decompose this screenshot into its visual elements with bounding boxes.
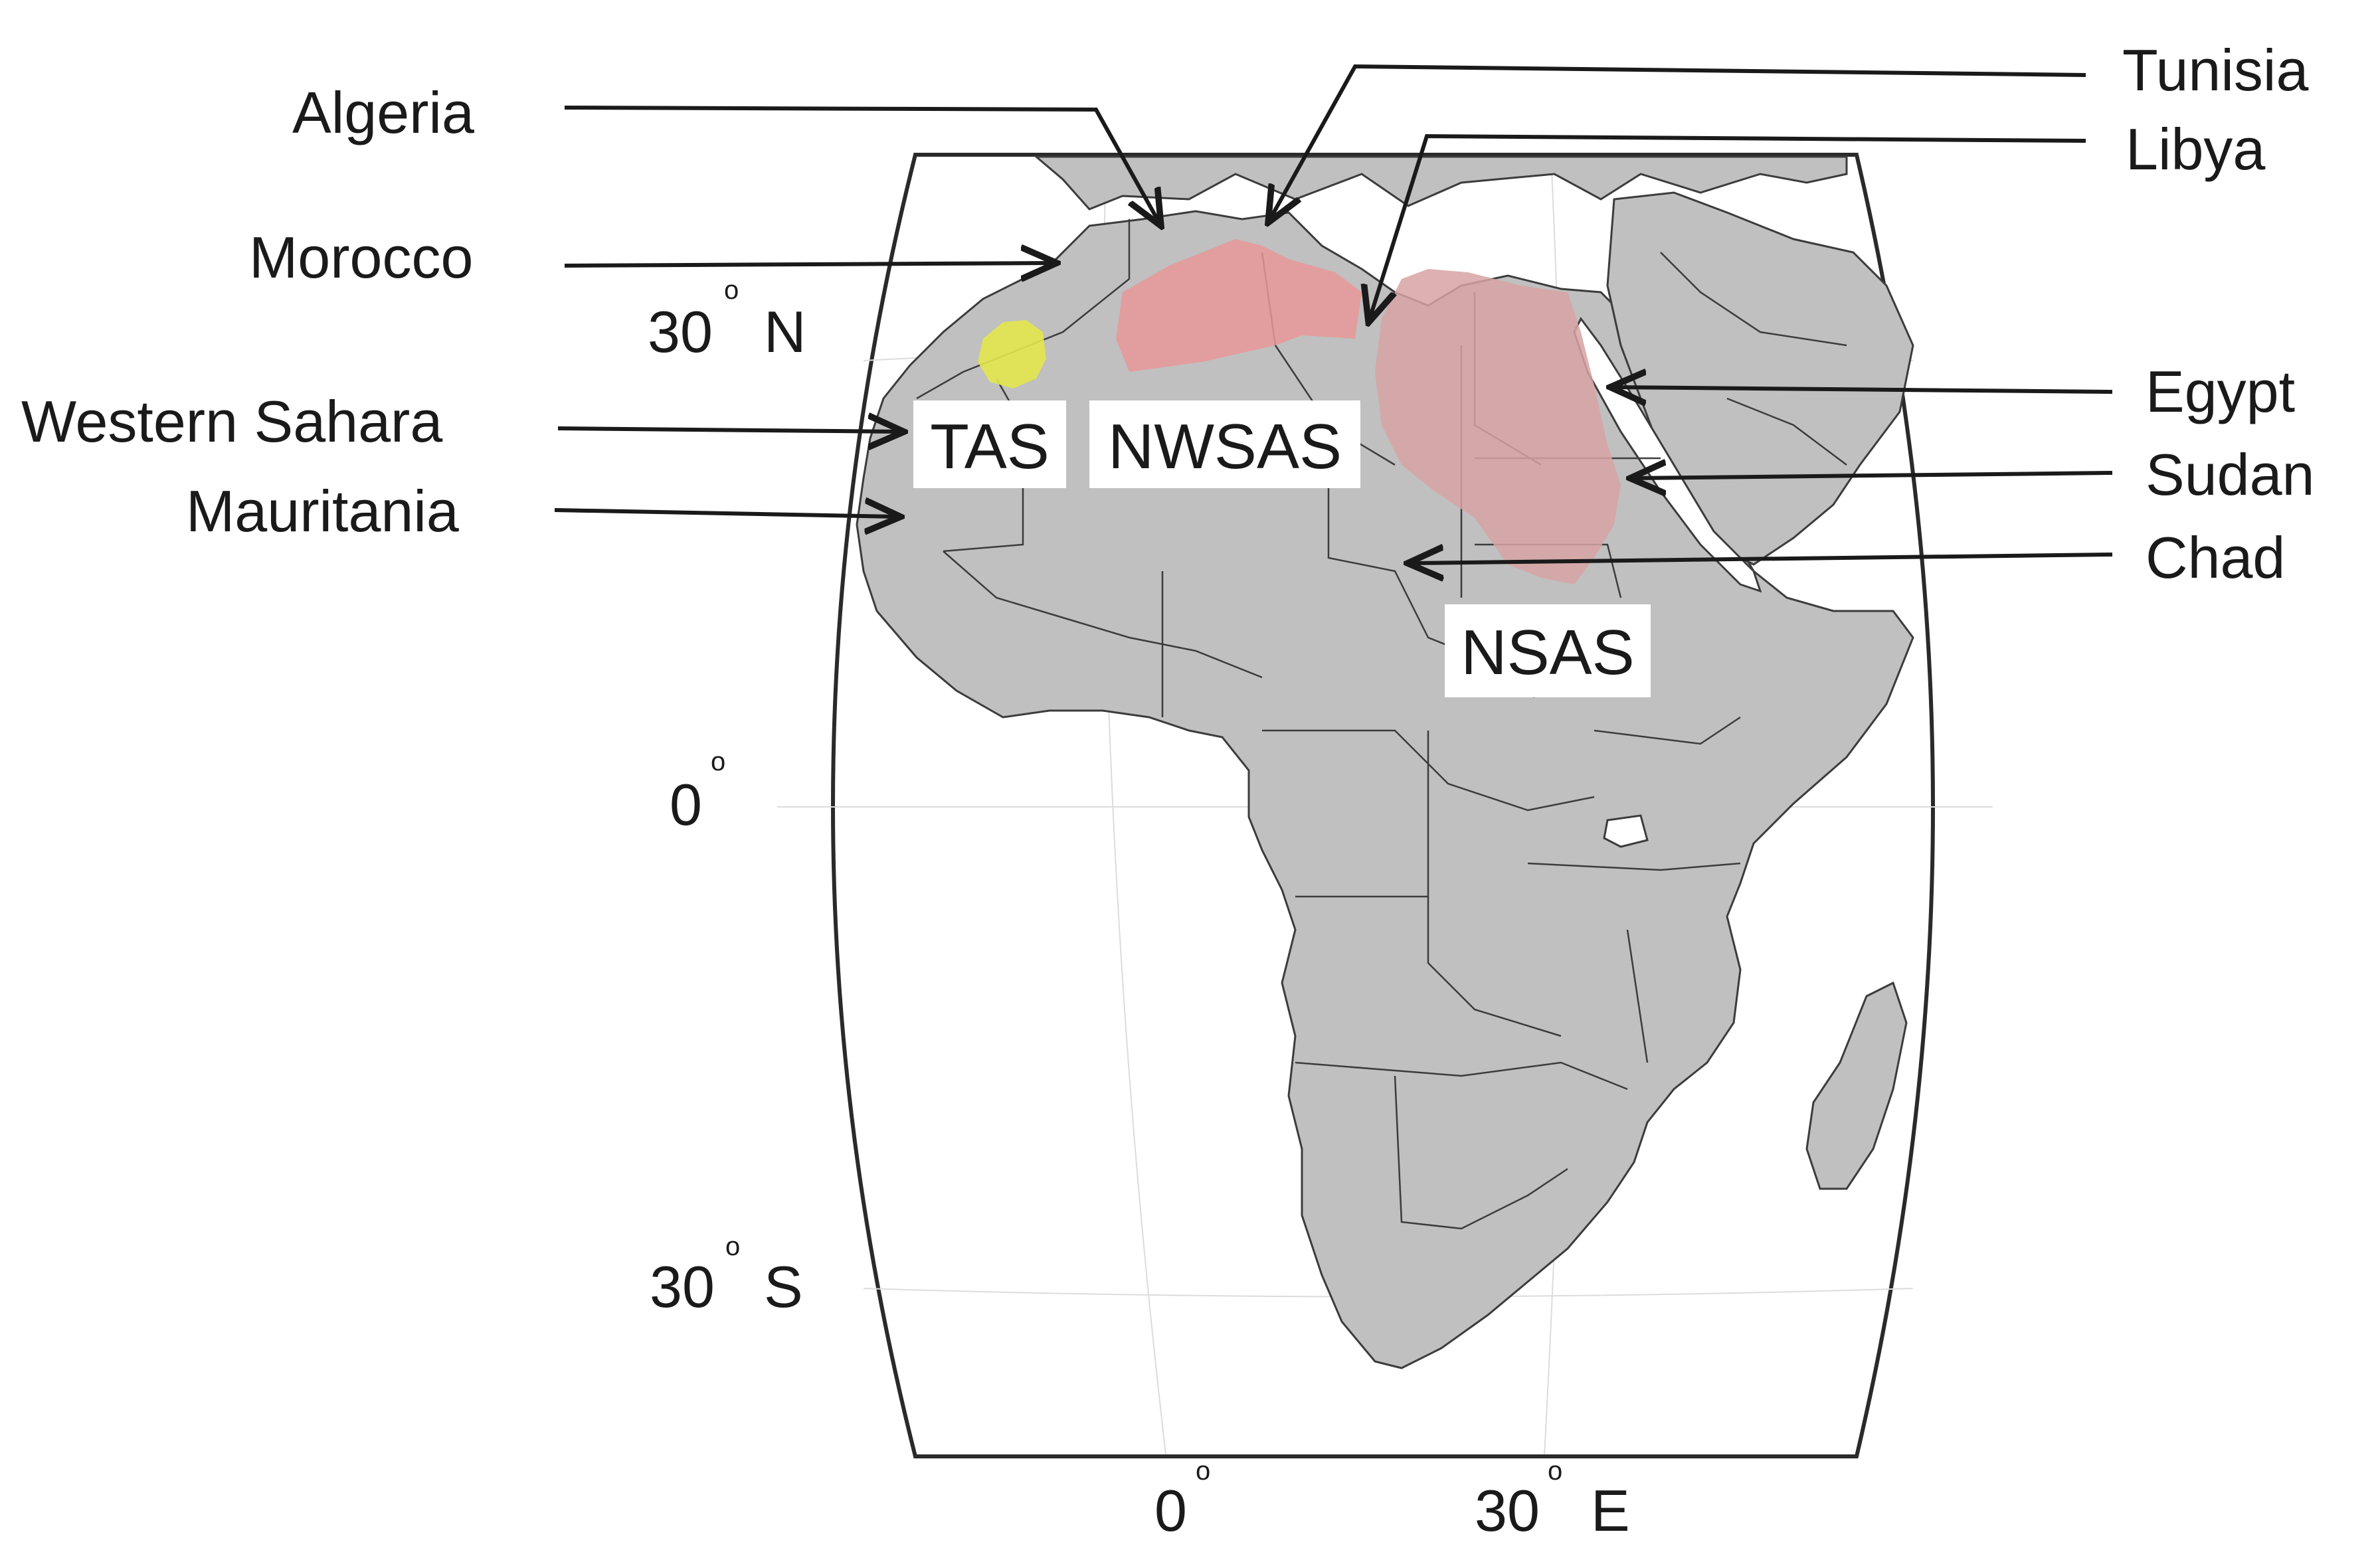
nwsas-label-box <box>1089 400 1360 488</box>
lat-0-value: 0 <box>670 772 702 837</box>
lat-30n-dir: N <box>764 299 806 365</box>
aquifer-labels: TAS NWSAS NSAS <box>913 400 1651 697</box>
sudan-arrow <box>1634 473 2113 478</box>
land <box>856 155 1914 1369</box>
aquifers <box>978 239 1621 584</box>
label-libya: Libya <box>2126 116 2265 182</box>
libya-arrow <box>1370 133 2086 319</box>
morocco-arrow <box>564 263 1053 266</box>
label-tunisia: Tunisia <box>2122 37 2308 103</box>
lat-30s-value: 30 <box>650 1254 715 1320</box>
nwsas-label: NWSAS <box>1108 411 1342 482</box>
lon-0-value: 0 <box>1154 1478 1187 1543</box>
egypt-arrow <box>1614 387 2113 392</box>
lat-0-degree: o <box>711 747 725 776</box>
lon-30e-dir: E <box>1591 1478 1630 1543</box>
country-labels: Algeria Morocco Western Sahara Mauritani… <box>21 37 2314 590</box>
lon-30e-value: 30 <box>1475 1478 1540 1543</box>
western-sahara-arrow <box>557 428 900 432</box>
graticule-labels: 30 o N 0 o 30 o S 0 o 30 o E <box>648 276 1630 1543</box>
mauritania-arrow <box>554 510 897 517</box>
tunisia-arrow <box>1270 64 2086 219</box>
algeria-arrow <box>564 106 1159 222</box>
tas-label: TAS <box>930 411 1050 482</box>
europe-land <box>1033 155 1848 211</box>
chad-arrow <box>1412 555 2113 563</box>
label-morocco: Morocco <box>249 224 473 290</box>
leader-lines <box>554 64 2113 563</box>
label-sudan: Sudan <box>2146 442 2314 507</box>
lat-30n-value: 30 <box>648 299 713 365</box>
madagascar <box>1805 981 1908 1190</box>
nsas-label: NSAS <box>1461 617 1634 688</box>
lat-30n-degree: o <box>724 276 739 305</box>
tas-region <box>978 320 1046 389</box>
nsas-label-box <box>1445 604 1651 697</box>
lat-30s-degree: o <box>725 1232 740 1261</box>
label-algeria: Algeria <box>292 80 474 145</box>
label-chad: Chad <box>2146 525 2285 590</box>
lat-30s-dir: S <box>764 1254 803 1320</box>
tas-label-box <box>913 400 1066 488</box>
africa-landmass <box>856 210 1914 1369</box>
lake-victoria <box>1603 814 1649 848</box>
label-mauritania: Mauritania <box>186 478 459 544</box>
nwsas-region <box>1116 239 1362 372</box>
nsas-region <box>1375 269 1621 584</box>
label-egypt: Egypt <box>2146 359 2295 424</box>
label-western-sahara: Western Sahara <box>21 389 442 454</box>
lon-30e-degree: o <box>1548 1456 1562 1486</box>
lon-0-degree: o <box>1196 1456 1210 1486</box>
